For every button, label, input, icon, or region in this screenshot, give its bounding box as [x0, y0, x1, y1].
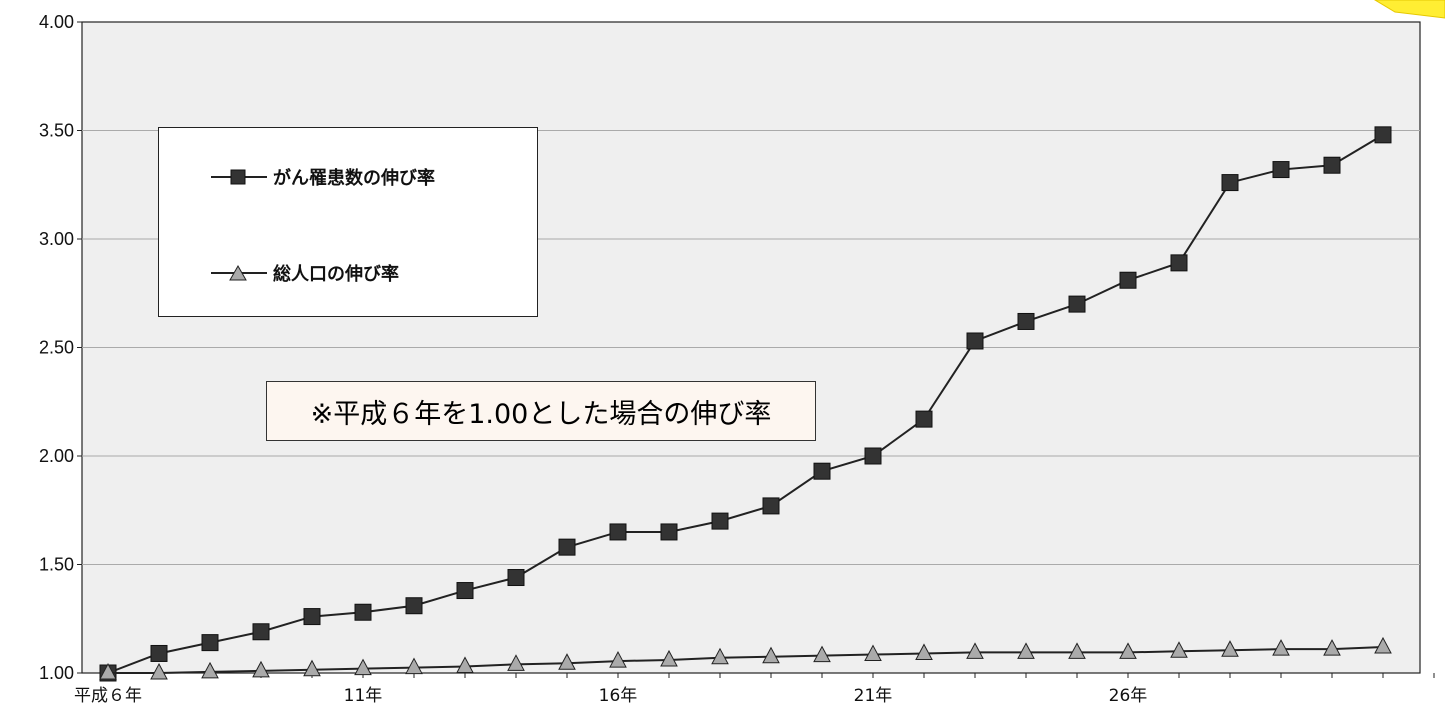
population-data-point — [1323, 639, 1341, 656]
population-data-point — [507, 654, 525, 671]
population-data-point — [354, 658, 372, 676]
population-data-point — [762, 646, 780, 664]
cancer-data-point — [1374, 126, 1392, 144]
population-data-point — [1272, 639, 1290, 656]
population-series-line — [108, 645, 1384, 674]
population-data-point — [150, 662, 168, 680]
population-data-point — [456, 656, 474, 673]
legend-label-cancer: がん罹患数の伸び率 — [273, 168, 435, 189]
x-tick-label: 平成６年 — [74, 686, 142, 706]
population-data-point — [966, 642, 984, 659]
cancer-data-point — [405, 597, 423, 615]
y-tick-label: 3.50 — [39, 121, 74, 141]
population-data-point — [201, 661, 219, 679]
legend-label-population: 総人口の伸び率 — [273, 264, 399, 285]
y-tick-label: 1.50 — [39, 555, 74, 575]
x-tick-label: 21年 — [854, 686, 893, 706]
population-data-point — [609, 651, 627, 668]
cancer-data-point — [762, 497, 780, 515]
legend-item-cancer: がん罹患数の伸び率 — [211, 164, 435, 190]
population-data-point — [1170, 641, 1188, 658]
triangle-marker-icon — [211, 265, 267, 281]
cancer-data-point — [1017, 312, 1035, 330]
cancer-data-point — [1170, 254, 1188, 272]
population-data-point — [303, 659, 321, 677]
cancer-data-point — [609, 523, 627, 541]
population-data-point — [1068, 642, 1086, 659]
y-tick-label: 3.00 — [39, 229, 74, 249]
corner-decoration — [1374, 0, 1445, 19]
cancer-data-point — [864, 447, 882, 465]
legend-item-population: 総人口の伸び率 — [211, 260, 399, 286]
cancer-data-point — [354, 603, 372, 621]
x-axis-ticks: 平成６年11年16年21年26年令和４年 — [74, 673, 1435, 706]
series-group — [99, 126, 1392, 682]
cancer-data-point — [558, 538, 576, 556]
cancer-data-point — [1221, 174, 1239, 192]
population-data-point — [99, 662, 117, 680]
population-data-point — [1017, 642, 1035, 659]
x-tick-label: 26年 — [1109, 686, 1148, 706]
y-tick-label: 2.50 — [39, 338, 74, 358]
cancer-data-point — [711, 512, 729, 530]
population-data-point — [1119, 642, 1137, 659]
y-tick-label: 2.00 — [39, 446, 74, 466]
y-tick-label: 4.00 — [39, 12, 74, 32]
population-data-point — [558, 653, 576, 670]
cancer-data-point — [966, 332, 984, 350]
cancer-data-point — [660, 523, 678, 541]
cancer-data-point — [1119, 271, 1137, 289]
square-marker-icon — [211, 169, 267, 185]
cancer-data-point — [915, 410, 933, 428]
population-data-point — [1374, 636, 1392, 654]
population-data-point — [915, 643, 933, 660]
population-data-point — [813, 645, 831, 663]
legend: がん罹患数の伸び率 総人口の伸び率 — [158, 127, 538, 317]
cancer-data-point — [1272, 161, 1290, 179]
population-data-point — [252, 660, 270, 678]
cancer-data-point — [252, 623, 270, 641]
cancer-data-point — [1068, 295, 1086, 313]
population-data-point — [405, 657, 423, 675]
population-data-point — [864, 644, 882, 662]
cancer-data-point — [201, 634, 219, 652]
population-data-point — [711, 647, 729, 665]
x-tick-label: 16年 — [599, 686, 638, 706]
cancer-data-point — [456, 582, 474, 600]
cancer-data-point — [150, 644, 168, 662]
y-tick-label: 1.00 — [39, 663, 74, 683]
y-axis-ticks: 1.00 1.50 2.00 2.50 3.00 3.50 4.00 — [39, 12, 82, 683]
annotation-note: ※平成６年を1.00とした場合の伸び率 — [266, 381, 816, 441]
cancer-data-point — [507, 569, 525, 587]
population-data-point — [660, 649, 678, 667]
cancer-data-point — [1323, 156, 1341, 174]
cancer-data-point — [303, 608, 321, 626]
x-tick-label: 11年 — [344, 686, 383, 706]
population-data-point — [1221, 640, 1239, 657]
cancer-data-point — [813, 462, 831, 480]
